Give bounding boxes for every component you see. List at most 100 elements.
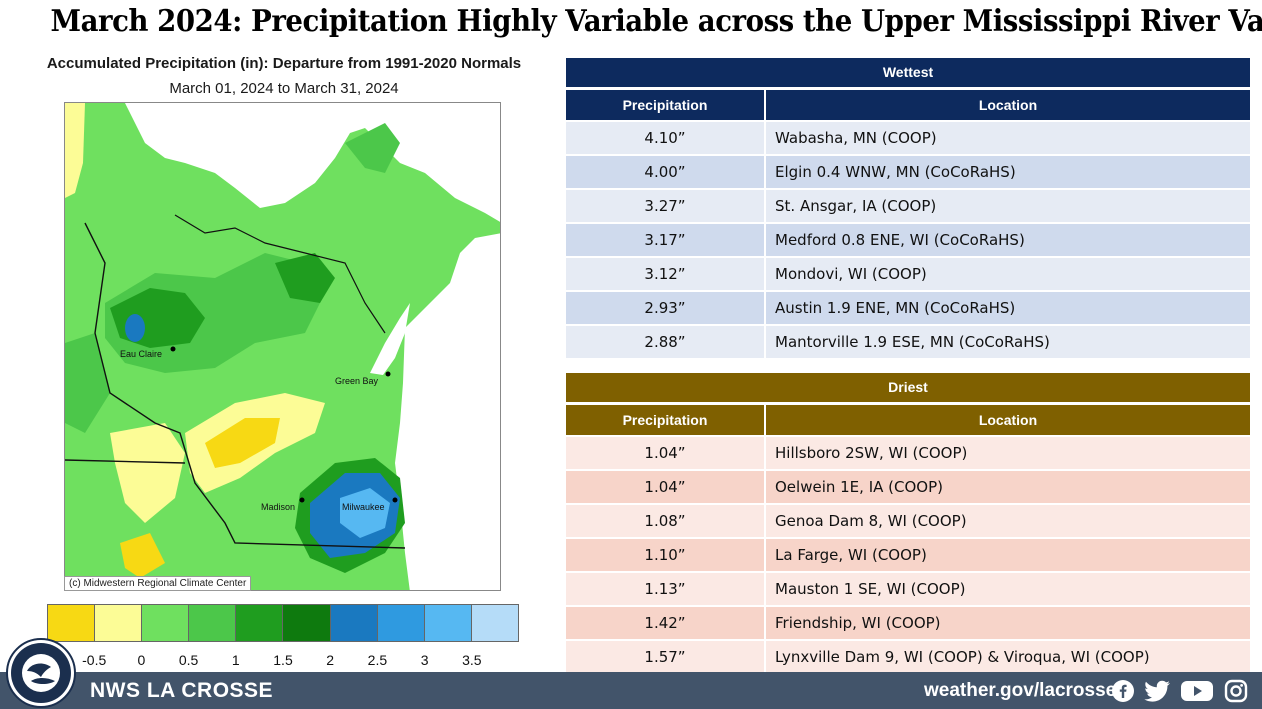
city-label-madison: Madison — [261, 502, 295, 512]
table-row: 3.12” Mondovi, WI (COOP) — [566, 258, 1250, 290]
precipitation-value: 1.08” — [566, 505, 764, 537]
website-link[interactable]: weather.gov/lacrosse — [924, 680, 1117, 701]
office-name: NWS LA CROSSE — [90, 679, 274, 702]
driest-area-central — [205, 418, 280, 468]
table-row: 1.10” La Farge, WI (COOP) — [566, 539, 1250, 571]
legend-swatch — [48, 605, 96, 641]
table-row: 3.27” St. Ansgar, IA (COOP) — [566, 190, 1250, 222]
driest-header-location: Location — [766, 405, 1250, 435]
table-row: 1.04” Oelwein 1E, IA (COOP) — [566, 471, 1250, 503]
wettest-rows: 4.10” Wabasha, MN (COOP) 4.00” Elgin 0.4 WN… — [566, 122, 1250, 358]
map-credit: (c) Midwestern Regional Climate Center — [64, 576, 252, 591]
driest-table: Driest Precipitation Location 1.04” Hills… — [566, 373, 1250, 673]
city-label-green-bay: Green Bay — [335, 376, 379, 386]
wettest-table: Wettest Precipitation Location 4.10” Waba… — [566, 58, 1250, 358]
wet-area-north-central — [275, 253, 335, 303]
legend-swatch — [283, 605, 331, 641]
location-value: Mantorville 1.9 ESE, MN (CoCoRaHS) — [766, 326, 1250, 358]
legend-tick-label: -0.5 — [82, 652, 107, 668]
precipitation-value: 1.04” — [566, 471, 764, 503]
green-bay-water — [370, 303, 410, 375]
city-dot-milwaukee — [392, 497, 398, 503]
driest-header-row: Precipitation Location — [566, 405, 1250, 435]
driest-table-title: Driest — [566, 373, 1250, 402]
nws-logo — [6, 638, 76, 708]
table-row: 1.42” Friendship, WI (COOP) — [566, 607, 1250, 639]
city-dot-madison — [299, 497, 305, 503]
page-title: March 2024: Precipitation Highly Variabl… — [50, 4, 1262, 39]
legend-tick-label: 1 — [231, 652, 240, 668]
table-row: 1.08” Genoa Dam 8, WI (COOP) — [566, 505, 1250, 537]
precipitation-value: 1.04” — [566, 437, 764, 469]
table-row: 4.00” Elgin 0.4 WNW, MN (CoCoRaHS) — [566, 156, 1250, 188]
location-value: Medford 0.8 ENE, WI (CoCoRaHS) — [766, 224, 1250, 256]
precipitation-value: 3.17” — [566, 224, 764, 256]
legend-swatch — [377, 605, 425, 641]
wettest-header-precipitation: Precipitation — [566, 90, 764, 120]
table-row: 1.04” Hillsboro 2SW, WI (COOP) — [566, 437, 1250, 469]
wet-area-minnesota — [65, 333, 110, 433]
state-border-iowa-minnesota — [65, 459, 186, 464]
precipitation-value: 4.10” — [566, 122, 764, 154]
precipitation-value: 2.93” — [566, 292, 764, 324]
driest-header-precipitation: Precipitation — [566, 405, 764, 435]
location-value: Genoa Dam 8, WI (COOP) — [766, 505, 1250, 537]
facebook-icon[interactable] — [1111, 679, 1135, 703]
wettest-header-location: Location — [766, 90, 1250, 120]
driest-rows: 1.04” Hillsboro 2SW, WI (COOP) 1.04” Oelwei… — [566, 437, 1250, 673]
precipitation-value: 2.88” — [566, 326, 764, 358]
legend-swatch — [95, 605, 143, 641]
map-color-legend — [47, 604, 519, 642]
precipitation-departure-map: Eau Claire Green Bay Madison Milwaukee — [64, 102, 501, 591]
table-row: 2.93” Austin 1.9 ENE, MN (CoCoRaHS) — [566, 292, 1250, 324]
dry-area-northwest — [65, 103, 85, 198]
wettest-area-milwaukee — [340, 488, 390, 538]
legend-tick-label: 2 — [326, 652, 335, 668]
location-value: La Farge, WI (COOP) — [766, 539, 1250, 571]
legend-tick-label: 3 — [420, 652, 429, 668]
instagram-icon[interactable] — [1224, 679, 1248, 703]
legend-tick-label: 1.5 — [273, 652, 293, 668]
location-value: Elgin 0.4 WNW, MN (CoCoRaHS) — [766, 156, 1250, 188]
table-row: 3.17” Medford 0.8 ENE, WI (CoCoRaHS) — [566, 224, 1250, 256]
table-row: 1.57” Lynxville Dam 9, WI (COOP) & Viroqu… — [566, 641, 1250, 673]
city-dot-green-bay — [385, 371, 391, 377]
map-heading: Accumulated Precipitation (in): Departur… — [46, 55, 522, 72]
dry-area-iowa — [120, 533, 165, 578]
state-border-michigan — [174, 214, 386, 334]
location-value: Mauston 1 SE, WI (COOP) — [766, 573, 1250, 605]
legend-swatch — [189, 605, 237, 641]
legend-swatch — [236, 605, 284, 641]
location-value: Austin 1.9 ENE, MN (CoCoRaHS) — [766, 292, 1250, 324]
table-row: 1.13” Mauston 1 SE, WI (COOP) — [566, 573, 1250, 605]
location-value: Wabasha, MN (COOP) — [766, 122, 1250, 154]
city-dot-eau-claire — [170, 346, 176, 352]
legend-tick-label: 0 — [137, 652, 146, 668]
youtube-icon[interactable] — [1180, 679, 1214, 703]
city-label-milwaukee: Milwaukee — [342, 502, 385, 512]
precipitation-value: 1.57” — [566, 641, 764, 673]
location-value: Mondovi, WI (COOP) — [766, 258, 1250, 290]
precipitation-value: 4.00” — [566, 156, 764, 188]
twitter-icon[interactable] — [1144, 679, 1172, 703]
wettest-spot-west — [125, 314, 145, 342]
map-date-range: March 01, 2024 to March 31, 2024 — [169, 80, 399, 97]
map-graphic: Eau Claire Green Bay Madison Milwaukee — [65, 103, 500, 590]
wettest-header-row: Precipitation Location — [566, 90, 1250, 120]
location-value: St. Ansgar, IA (COOP) — [766, 190, 1250, 222]
dry-area-southwest — [110, 423, 185, 523]
location-value: Oelwein 1E, IA (COOP) — [766, 471, 1250, 503]
legend-swatch — [471, 605, 518, 641]
wet-area-upper-peninsula — [345, 123, 400, 173]
legend-swatch — [330, 605, 378, 641]
legend-tick-label: 3.5 — [462, 652, 482, 668]
city-label-eau-claire: Eau Claire — [120, 349, 162, 359]
footer-bar: NWS LA CROSSE weather.gov/lacrosse — [0, 672, 1262, 709]
precipitation-value: 1.13” — [566, 573, 764, 605]
wettest-table-title: Wettest — [566, 58, 1250, 87]
location-value: Hillsboro 2SW, WI (COOP) — [766, 437, 1250, 469]
table-row: 2.88” Mantorville 1.9 ESE, MN (CoCoRaHS) — [566, 326, 1250, 358]
legend-swatch — [142, 605, 190, 641]
lake-superior — [125, 103, 500, 222]
precipitation-value: 3.12” — [566, 258, 764, 290]
